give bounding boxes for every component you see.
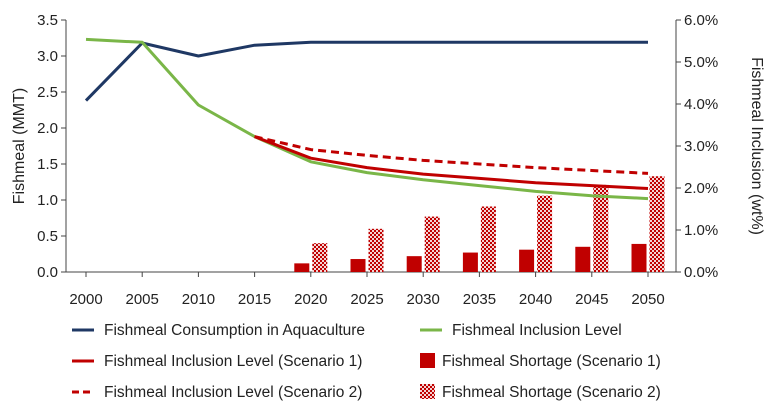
- lines: [84, 37, 649, 201]
- bar-shortage-scenario-1: [406, 256, 422, 272]
- bar-shortage-scenario-1: [462, 252, 478, 272]
- x-tick-label: 2010: [182, 291, 215, 308]
- bar-shortage-scenario-2: [537, 195, 553, 272]
- labels: 0.0 0.5 1.0 1.5 2.0 2.5 3.0 3.5 0.0% 1.0% 2.0% 3.0%…: [11, 12, 765, 308]
- y-tick-label-right: 6.0%: [684, 12, 718, 29]
- legend-item: Fishmeal Consumption in Aquaculture: [72, 322, 365, 339]
- y-tick-label-right: 2.0%: [684, 180, 718, 197]
- y-axis-title-right: Fishmeal Inclusion (wt%): [748, 57, 765, 235]
- bar-shortage-scenario-1: [631, 243, 647, 272]
- bar-shortage-scenario-2: [593, 184, 609, 272]
- legend-label: Fishmeal Inclusion Level (Scenario 1): [104, 353, 362, 370]
- y-axis-title-left: Fishmeal (MMT): [11, 88, 28, 204]
- legend-label: Fishmeal Inclusion Level: [452, 322, 622, 339]
- y-tick-label-right: 1.0%: [684, 222, 718, 239]
- x-tick-label: 2045: [575, 291, 608, 308]
- y-tick-label-left: 3.5: [37, 12, 58, 29]
- legend-swatch: [420, 384, 435, 399]
- bar-shortage-scenario-2: [424, 216, 440, 272]
- x-tick-label: 2035: [463, 291, 496, 308]
- legend-item: Fishmeal Shortage (Scenario 1): [420, 353, 661, 370]
- y-tick-label-right: 3.0%: [684, 138, 718, 155]
- x-tick-label: 2030: [407, 291, 440, 308]
- y-tick-label-right: 0.0%: [684, 264, 718, 281]
- y-tick-label-right: 5.0%: [684, 54, 718, 71]
- legend-label: Fishmeal Shortage (Scenario 2): [442, 384, 661, 401]
- bar-shortage-scenario-2: [649, 176, 665, 272]
- bars: [294, 176, 665, 272]
- y-tick-label-right: 4.0%: [684, 96, 718, 113]
- x-tick-label: 2025: [350, 291, 383, 308]
- bar-shortage-scenario-2: [480, 206, 496, 272]
- line-fishmeal-inclusion-level: [85, 37, 649, 201]
- x-tick-label: 2020: [294, 291, 327, 308]
- line-fishmeal-consumption-in-aquaculture: [84, 40, 648, 102]
- legend-item: Fishmeal Inclusion Level (Scenario 1): [72, 353, 362, 370]
- legend-item: Fishmeal Shortage (Scenario 2): [420, 384, 661, 401]
- bar-shortage-scenario-1: [294, 263, 310, 272]
- x-tick-label: 2000: [69, 291, 102, 308]
- bar-shortage-scenario-1: [350, 259, 366, 272]
- bar-shortage-scenario-2: [368, 228, 384, 272]
- legend-item: Fishmeal Inclusion Level: [420, 322, 622, 339]
- y-tick-label-left: 1.5: [37, 156, 58, 173]
- legend-label: Fishmeal Shortage (Scenario 1): [442, 353, 661, 370]
- legend-swatch: [420, 353, 435, 368]
- legend-label: Fishmeal Inclusion Level (Scenario 2): [104, 384, 362, 401]
- legend-item: Fishmeal Inclusion Level (Scenario 2): [72, 384, 362, 401]
- x-tick-label: 2015: [238, 291, 271, 308]
- bar-shortage-scenario-1: [519, 249, 535, 272]
- y-tick-label-left: 1.0: [37, 192, 58, 209]
- x-tick-label: 2005: [126, 291, 159, 308]
- x-tick-label: 2050: [631, 291, 664, 308]
- y-tick-label-left: 0.5: [37, 228, 58, 245]
- legend: Fishmeal Consumption in Aquaculture Fishm…: [72, 322, 661, 401]
- y-tick-label-left: 0.0: [37, 264, 58, 281]
- line-fishmeal-inclusion-level-scenario-1: [254, 135, 649, 190]
- x-tick-label: 2040: [519, 291, 552, 308]
- y-tick-label-left: 3.0: [37, 48, 58, 65]
- y-tick-label-left: 2.5: [37, 84, 58, 101]
- legend-label: Fishmeal Consumption in Aquaculture: [104, 322, 365, 339]
- y-tick-label-left: 2.0: [37, 120, 58, 137]
- line-fishmeal-inclusion-level-scenario-2: [254, 135, 649, 175]
- bar-shortage-scenario-2: [312, 243, 328, 272]
- bar-shortage-scenario-1: [575, 246, 591, 272]
